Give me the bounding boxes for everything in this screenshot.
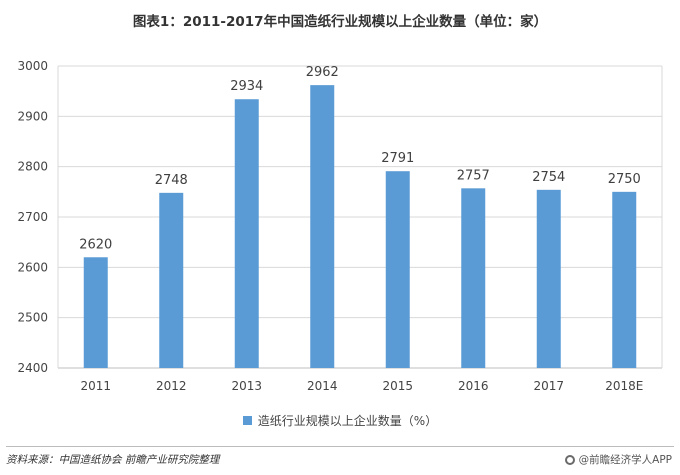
data-labels: 2620 2748 2934 2962 2791 2757 2754 2750: [79, 65, 641, 252]
y-tick-label: 2700: [17, 210, 48, 224]
y-axis-ticks: 2400 2500 2600 2700 2800 2900 3000: [17, 59, 48, 375]
y-tick-label: 2800: [17, 160, 48, 174]
y-tick-label: 2600: [17, 260, 48, 274]
chart-title: 图表1：2011-2017年中国造纸行业规模以上企业数量（单位：家）: [132, 14, 548, 30]
data-label: 2750: [608, 172, 641, 187]
footer-divider: [6, 446, 674, 447]
grid-lines: [57, 65, 663, 369]
bar: [461, 188, 486, 368]
brand-logo-icon: [564, 454, 575, 465]
bar: [536, 189, 561, 368]
legend: 造纸行业规模以上企业数量（%）: [0, 412, 680, 429]
data-label: 2757: [457, 168, 490, 183]
data-label: 2748: [155, 173, 188, 188]
bar: [310, 85, 335, 369]
y-tick-label: 2900: [17, 109, 48, 123]
data-label: 2754: [532, 170, 565, 185]
x-tick-label: 2018E: [605, 379, 643, 393]
source-note: 资料来源：中国造纸协会 前瞻产业研究院整理: [6, 454, 220, 466]
brand-text: @前瞻经济学人APP: [578, 454, 672, 466]
x-tick-label: 2011: [80, 379, 111, 393]
data-label: 2934: [230, 79, 263, 94]
data-label: 2620: [79, 237, 112, 252]
x-axis-ticks: 2011 2012 2013 2014 2015 2016 2017 2018E: [80, 379, 643, 393]
data-label: 2962: [306, 65, 339, 80]
x-tick-label: 2016: [458, 379, 489, 393]
x-tick-label: 2013: [231, 379, 262, 393]
bar: [159, 192, 184, 368]
x-tick-label: 2017: [533, 379, 564, 393]
legend-label: 造纸行业规模以上企业数量（%）: [257, 414, 438, 428]
brand-credit: @前瞻经济学人APP: [564, 452, 672, 467]
bar-series: [83, 85, 637, 369]
data-label: 2791: [381, 151, 414, 166]
bar: [385, 171, 410, 368]
y-tick-label: 2400: [17, 361, 48, 375]
bar: [83, 257, 108, 368]
y-tick-label: 2500: [17, 311, 48, 325]
bar: [234, 99, 259, 368]
bar: [612, 191, 637, 368]
x-tick-label: 2014: [307, 379, 338, 393]
x-tick-label: 2015: [382, 379, 413, 393]
legend-swatch: [242, 416, 252, 425]
y-tick-label: 3000: [17, 59, 48, 73]
x-tick-label: 2012: [156, 379, 187, 393]
